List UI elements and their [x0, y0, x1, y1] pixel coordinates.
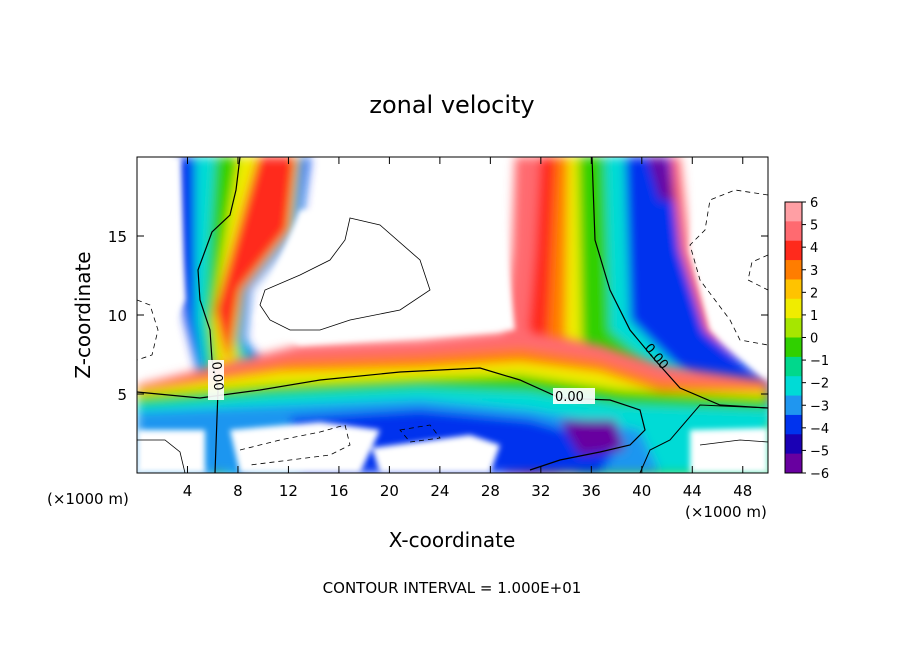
- y-axis-label: Z-coordinate: [71, 251, 95, 378]
- colorbar: 6 5 4 3 2 1 0 −1 −2 −3 −4 −5 −6: [784, 196, 829, 482]
- y-tick-label: 10: [108, 307, 127, 325]
- colorbar-label: 6: [810, 196, 818, 211]
- colorbar-swatch: [785, 318, 802, 338]
- colorbar-swatch: [785, 298, 802, 319]
- x-tick-label: 4: [183, 482, 193, 500]
- colorbar-swatch: [785, 240, 802, 261]
- colorbar-label: 5: [810, 219, 818, 234]
- y-axis: 5 10 15: [108, 228, 768, 404]
- chart-title: zonal velocity: [369, 91, 534, 119]
- x-tick-label: 20: [380, 482, 399, 500]
- x-tick-label: 12: [279, 482, 298, 500]
- colorbar-label: 3: [810, 264, 818, 279]
- colorbar-swatch: [785, 337, 802, 358]
- colorbar-label: −6: [810, 467, 829, 482]
- x-tick-label: 24: [430, 482, 449, 500]
- x-tick-label: 28: [481, 482, 500, 500]
- colorbar-swatch: [785, 395, 802, 416]
- x-tick-label: 32: [531, 482, 550, 500]
- colorbar-swatch: [785, 279, 802, 300]
- colorbar-label: 4: [810, 241, 818, 256]
- colorbar-swatch: [785, 434, 802, 455]
- colorbar-label: −5: [810, 444, 829, 459]
- x-axis-label: X-coordinate: [389, 528, 516, 552]
- colorbar-swatch: [785, 221, 802, 242]
- colorbar-label: 1: [810, 309, 818, 324]
- colorbar-label: −1: [810, 354, 829, 369]
- x-tick-label: 16: [329, 482, 348, 500]
- x-tick-label: 36: [582, 482, 601, 500]
- colorbar-label: −3: [810, 399, 829, 414]
- colorbar-label: 0: [810, 332, 818, 347]
- velocity-field: [137, 157, 768, 473]
- contour-interval-footer: CONTOUR INTERVAL = 1.000E+01: [323, 579, 582, 597]
- contour-label-bottom: 0.00: [555, 390, 584, 405]
- colorbar-label: −2: [810, 377, 829, 392]
- colorbar-swatch: [785, 453, 802, 474]
- colorbar-label: −4: [810, 422, 829, 437]
- x-unit-right: (×1000 m): [685, 503, 767, 521]
- x-tick-label: 48: [733, 482, 752, 500]
- contour-labels: 0.00 0.00 0.00: [208, 341, 671, 405]
- x-tick-label: 44: [683, 482, 702, 500]
- colorbar-swatch: [785, 202, 802, 222]
- x-axis: 4 8 12 16 20 24 28 32 36 40 44 48: [183, 157, 752, 500]
- y-tick-label: 5: [117, 386, 127, 404]
- x-tick-label: 40: [632, 482, 651, 500]
- colorbar-label: 2: [810, 286, 818, 301]
- y-tick-label: 15: [108, 228, 127, 246]
- colorbar-swatch: [785, 260, 802, 280]
- colorbar-swatch: [785, 414, 802, 435]
- contour-label-left: 0.00: [208, 361, 225, 391]
- colorbar-swatch: [785, 376, 802, 397]
- colorbar-swatch: [785, 356, 802, 377]
- x-unit-left: (×1000 m): [47, 490, 129, 508]
- x-tick-label: 8: [233, 482, 243, 500]
